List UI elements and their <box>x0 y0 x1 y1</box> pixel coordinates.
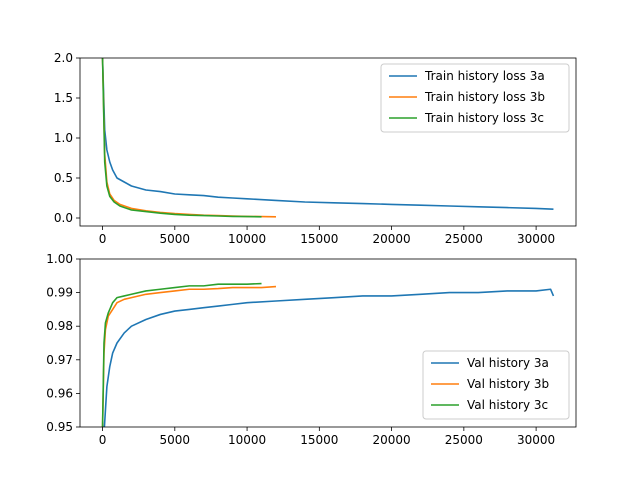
y-tick-label: 0.95 <box>46 420 73 434</box>
x-tick-label: 10000 <box>228 232 266 246</box>
series-line-3 <box>101 58 262 218</box>
x-tick-label: 5000 <box>160 232 191 246</box>
legend-box <box>422 350 570 420</box>
y-tick-label: 0.97 <box>46 353 73 367</box>
legend-entry-1: Val history 3a <box>467 356 549 370</box>
x-tick-label: 0 <box>99 232 107 246</box>
x-tick-label: 15000 <box>300 433 338 447</box>
series-line-3 <box>101 282 262 427</box>
legend-entry-2: Train history loss 3b <box>424 90 545 104</box>
x-tick-label: 0 <box>99 433 107 447</box>
x-tick-label: 30000 <box>517 232 555 246</box>
chart-panel-2: 0 5000 10000 15000 20000 25000 30000 0.95 0.96 0.… <box>46 252 577 447</box>
legend-entry-2: Val history 3b <box>467 377 549 391</box>
y-tick-label: 1.0 <box>54 131 73 145</box>
series-line-2 <box>101 58 276 218</box>
chart-panel-1: 0 5000 10000 15000 20000 25000 30000 0.0 0.5 1.0 1… <box>54 51 577 246</box>
legend-entry-3: Val history 3c <box>467 398 548 412</box>
y-tick-label: 2.0 <box>54 51 73 65</box>
y-tick-label: 1.00 <box>46 252 73 266</box>
legend: Val history 3a Val history 3b Val history … <box>422 350 570 420</box>
legend: Train history loss 3a Train history loss … <box>380 63 570 133</box>
legend-box <box>380 63 570 133</box>
series-line-1 <box>103 288 555 427</box>
x-tick-label: 20000 <box>372 433 410 447</box>
y-tick-label: 0.99 <box>46 286 73 300</box>
series-line-2 <box>101 285 277 427</box>
x-tick-label: 5000 <box>160 433 191 447</box>
y-tick-label: 0.0 <box>54 211 73 225</box>
x-tick-label: 10000 <box>228 433 266 447</box>
x-tick-label: 15000 <box>300 232 338 246</box>
x-tick-label: 30000 <box>517 433 555 447</box>
y-tick-label: 0.98 <box>46 319 73 333</box>
y-tick-label: 0.96 <box>46 386 73 400</box>
x-tick-label: 25000 <box>445 232 483 246</box>
x-tick-label: 25000 <box>445 433 483 447</box>
legend-entry-3: Train history loss 3c <box>424 111 544 125</box>
x-tick-label: 20000 <box>372 232 410 246</box>
y-tick-label: 0.5 <box>54 171 73 185</box>
series-line-1 <box>101 58 554 210</box>
y-tick-label: 1.5 <box>54 91 73 105</box>
axes-frame <box>79 57 577 227</box>
legend-entry-1: Train history loss 3a <box>424 69 545 83</box>
axes-frame <box>79 258 577 428</box>
